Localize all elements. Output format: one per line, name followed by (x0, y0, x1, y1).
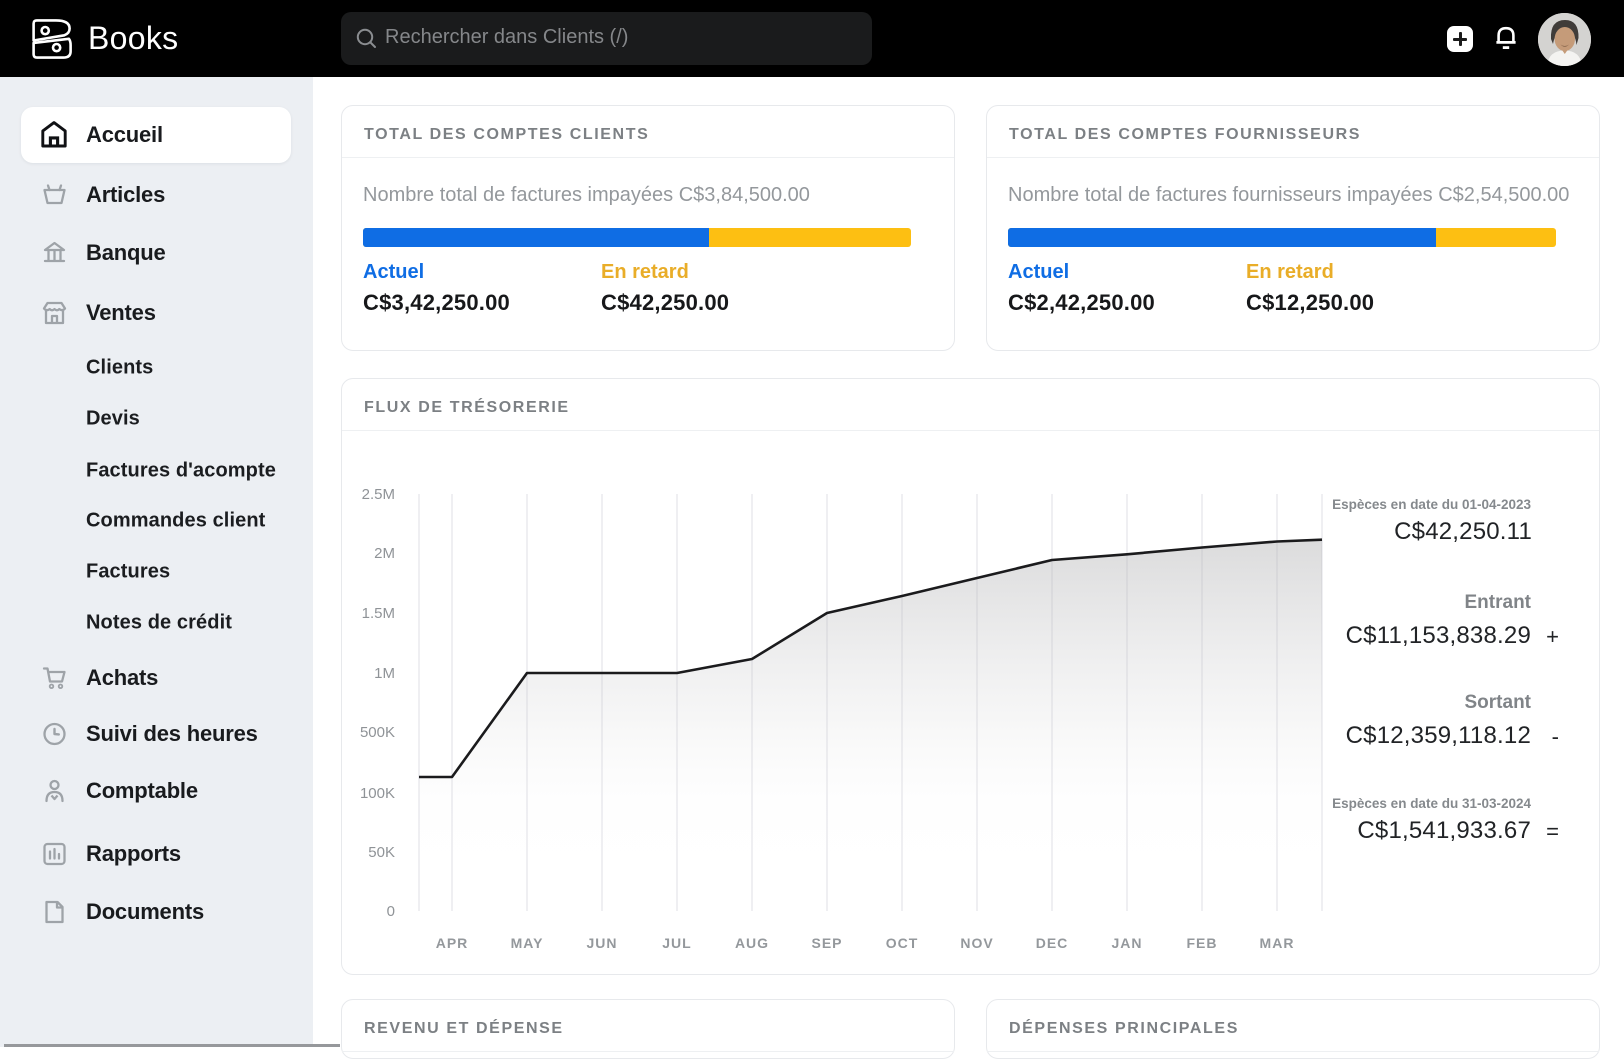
svg-text:500K: 500K (360, 724, 395, 741)
svg-text:2M: 2M (374, 545, 395, 562)
svg-text:100K: 100K (360, 785, 395, 802)
svg-text:JUL: JUL (662, 935, 691, 951)
svg-text:JUN: JUN (586, 935, 617, 951)
svg-text:APR: APR (436, 935, 469, 951)
svg-text:FEB: FEB (1187, 935, 1218, 951)
svg-text:JAN: JAN (1111, 935, 1142, 951)
svg-text:0: 0 (387, 903, 395, 920)
svg-text:MAY: MAY (511, 935, 544, 951)
svg-text:AUG: AUG (735, 935, 769, 951)
svg-text:50K: 50K (368, 844, 395, 861)
svg-text:SEP: SEP (811, 935, 842, 951)
svg-text:NOV: NOV (960, 935, 993, 951)
svg-text:1.5M: 1.5M (362, 605, 395, 622)
svg-text:OCT: OCT (886, 935, 919, 951)
svg-text:DEC: DEC (1036, 935, 1069, 951)
svg-text:MAR: MAR (1260, 935, 1295, 951)
svg-text:1M: 1M (374, 665, 395, 682)
svg-text:2.5M: 2.5M (362, 486, 395, 503)
